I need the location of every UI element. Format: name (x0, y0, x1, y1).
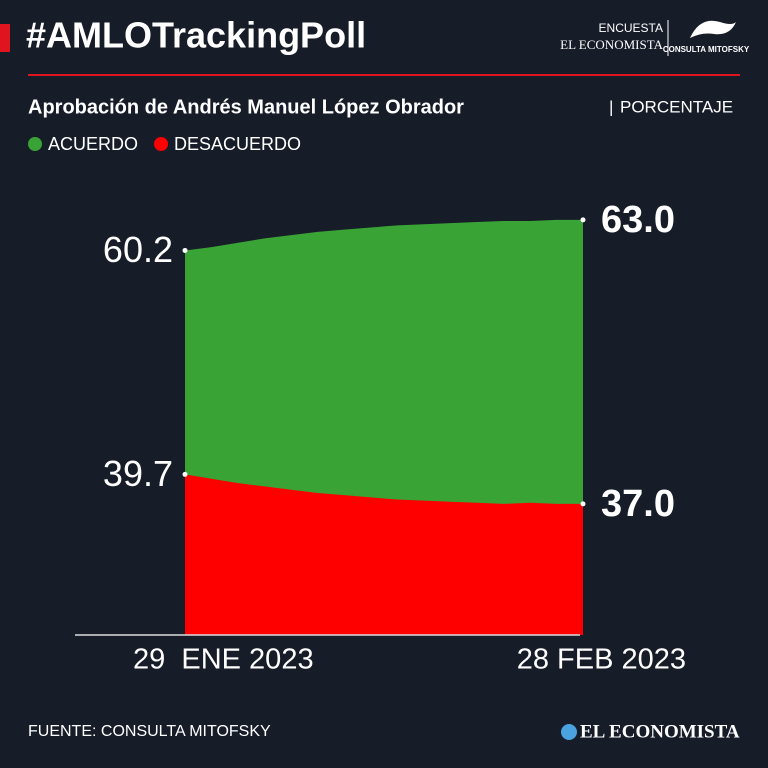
label-dot (182, 471, 188, 477)
subtitle: Aprobación de Andrés Manuel López Obrado… (28, 96, 464, 118)
legend-label: DESACUERDO (174, 134, 301, 154)
x-tick-label: 29 ENE 2023 (133, 644, 314, 676)
label-dot (182, 247, 188, 253)
unit: PORCENTAJE (620, 97, 733, 116)
value-label: 37.0 (601, 483, 675, 525)
legend-label: ACUERDO (48, 134, 138, 154)
brand-badge: CONSULTA MITOFSKY (663, 45, 750, 54)
value-label: 60.2 (103, 229, 173, 270)
brand-icon (690, 20, 736, 38)
legend-swatch (28, 137, 42, 151)
brand-line: ENCUESTA (599, 21, 663, 35)
value-label: 63.0 (601, 199, 675, 241)
x-tick-label: 28 FEB 2023 (517, 644, 686, 676)
brand-line: EL ECONOMISTA (560, 37, 663, 52)
footer-icon (561, 724, 577, 740)
source: FUENTE: CONSULTA MITOFSKY (28, 723, 271, 740)
separator: | (609, 97, 613, 116)
label-dot (580, 501, 586, 507)
legend-swatch (154, 137, 169, 151)
accent-bar (0, 24, 10, 52)
footer-brand: EL ECONOMISTA (580, 721, 740, 742)
value-label: 39.7 (103, 453, 173, 494)
chart-title: #AMLOTrackingPoll (26, 15, 366, 56)
label-dot (580, 217, 586, 223)
area (185, 474, 583, 635)
